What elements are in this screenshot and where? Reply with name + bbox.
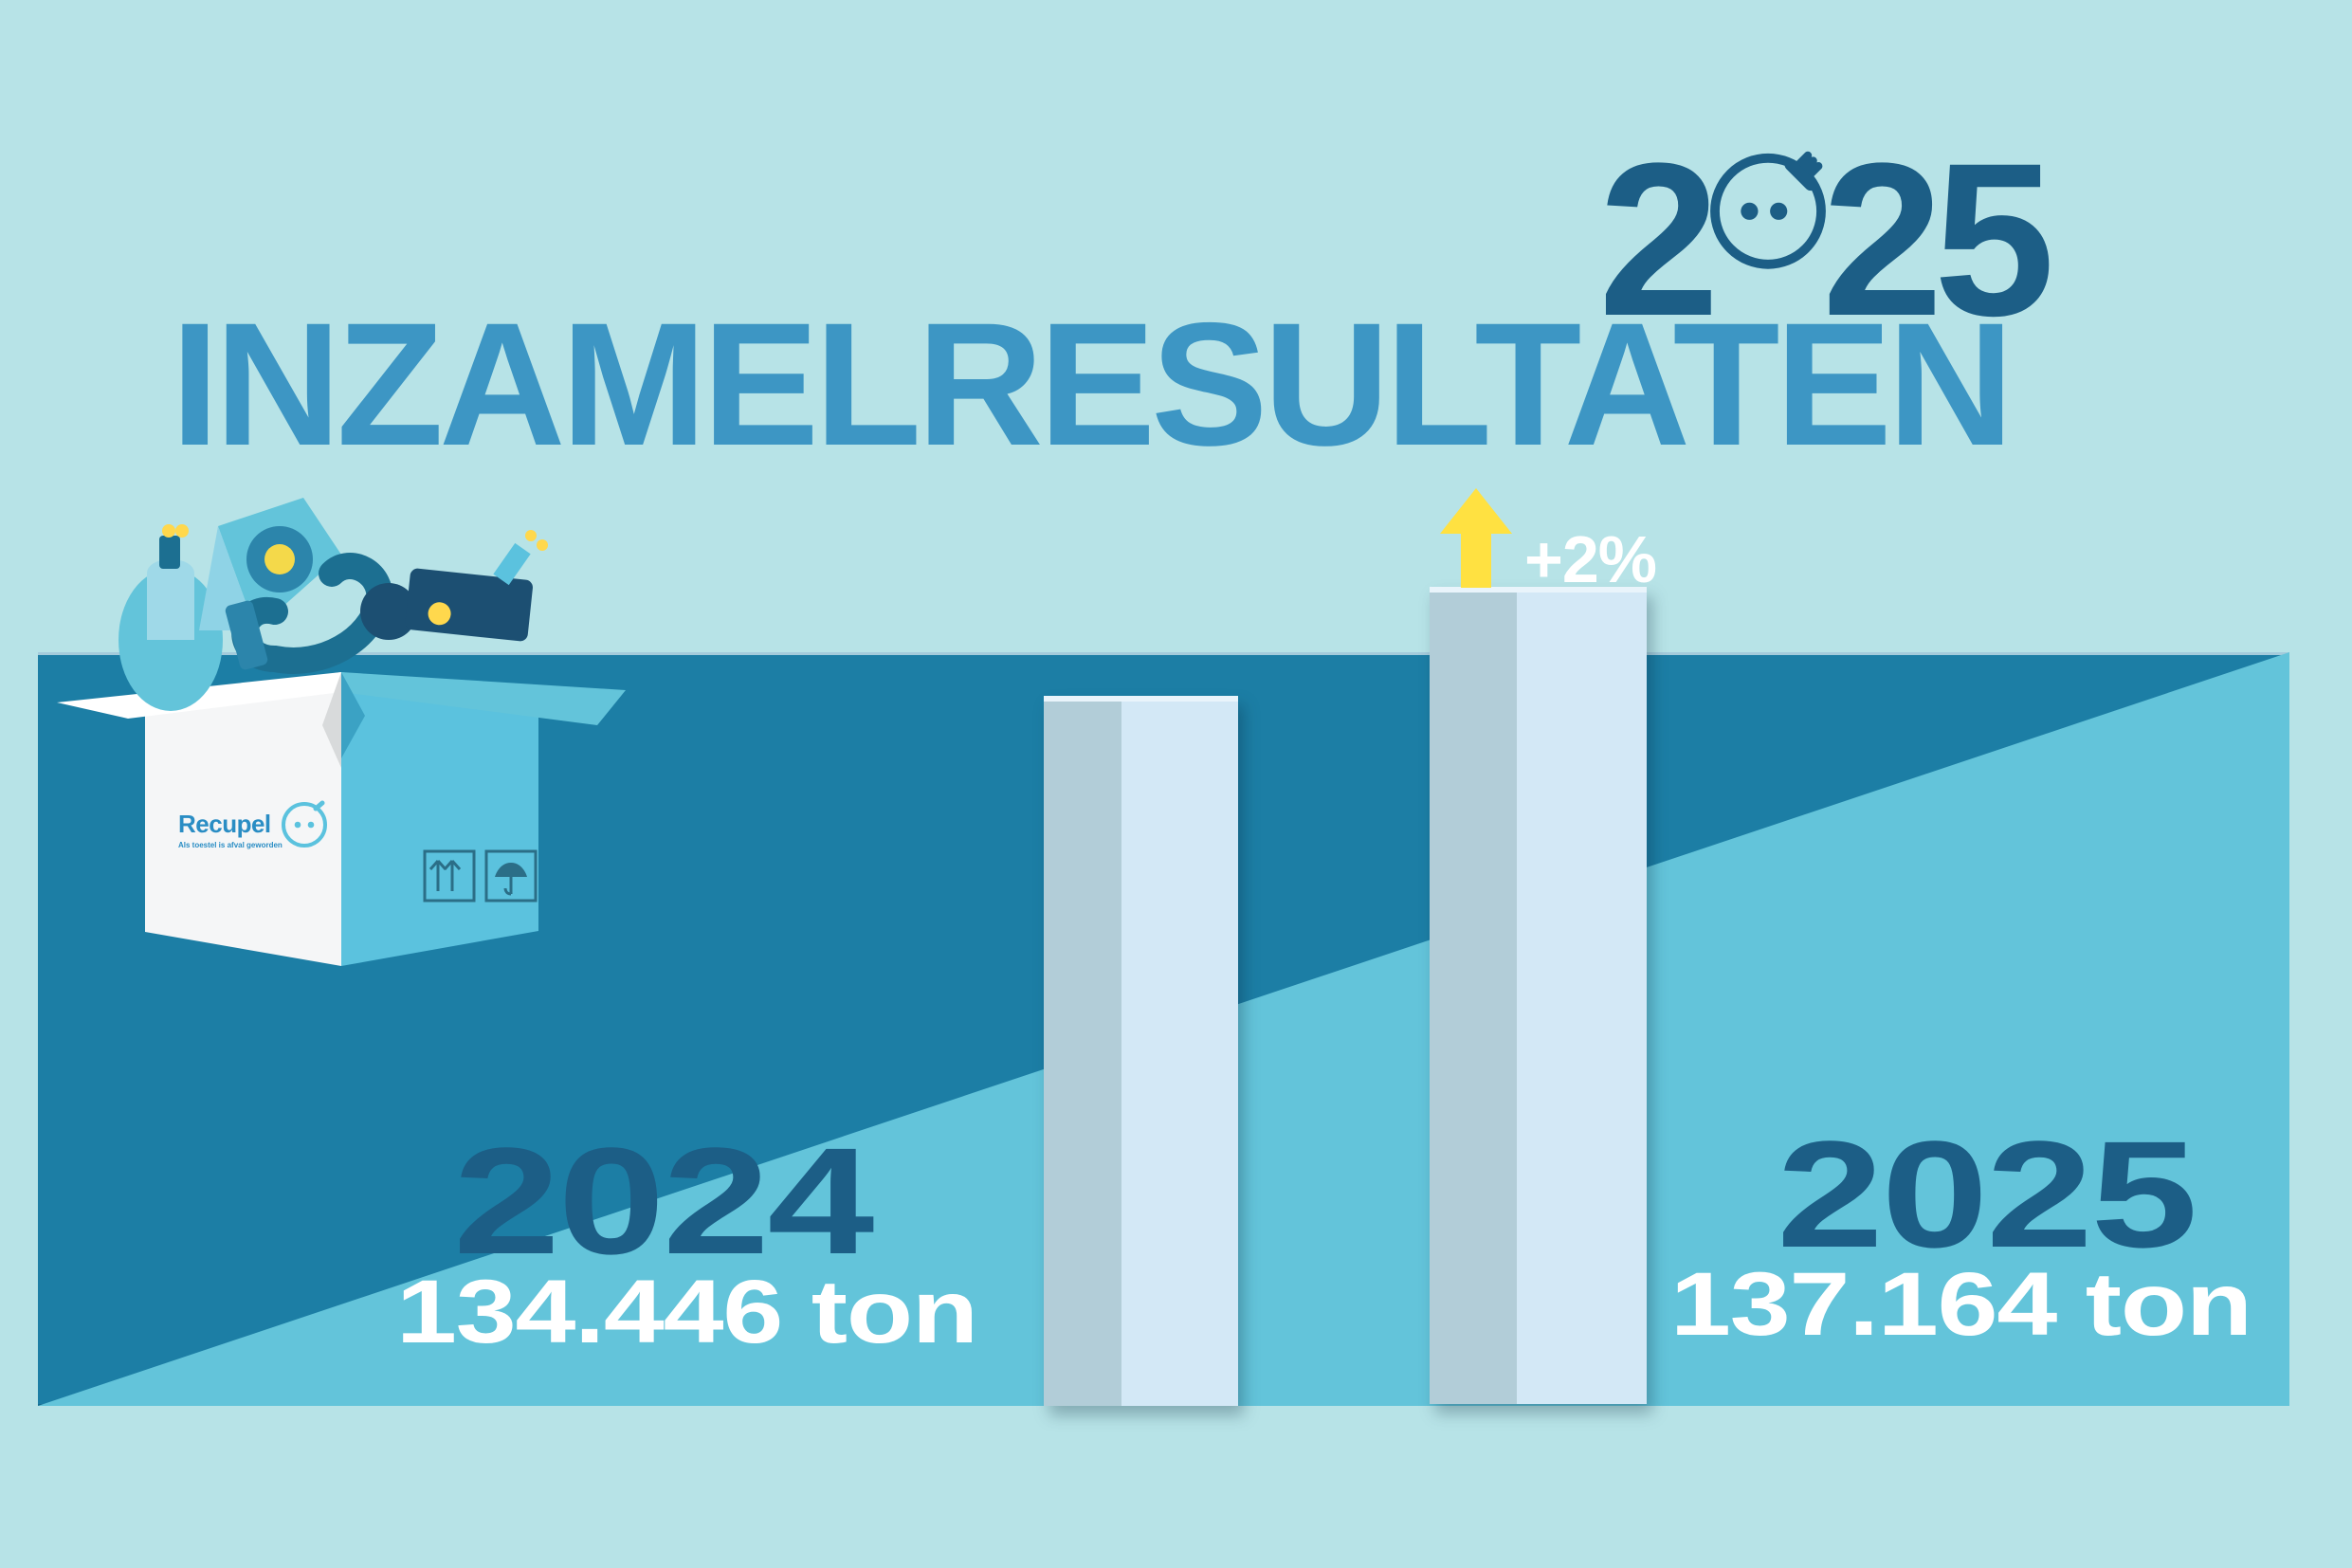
svg-text:Recupel: Recupel <box>178 810 271 838</box>
svg-text:Als toestel is afval geworden: Als toestel is afval geworden <box>178 841 283 849</box>
